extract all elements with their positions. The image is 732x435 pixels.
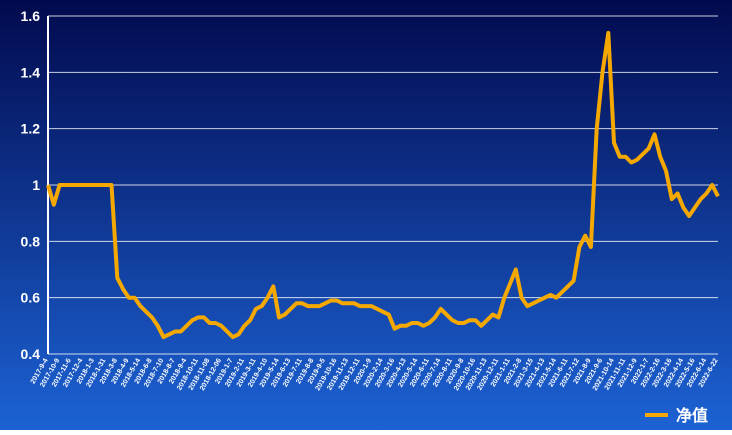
y-tick-label: 1	[32, 177, 40, 193]
line	[46, 30, 720, 340]
y-tick-label: 0.8	[21, 233, 41, 249]
y-tick-label: 1.2	[21, 121, 41, 137]
y-tick-label: 1.4	[21, 64, 41, 80]
y-tick-label: 1.6	[21, 8, 41, 24]
legend-label: 净值	[676, 406, 708, 425]
y-tick-label: 0.4	[21, 346, 41, 362]
y-tick-label: 0.6	[21, 290, 41, 306]
